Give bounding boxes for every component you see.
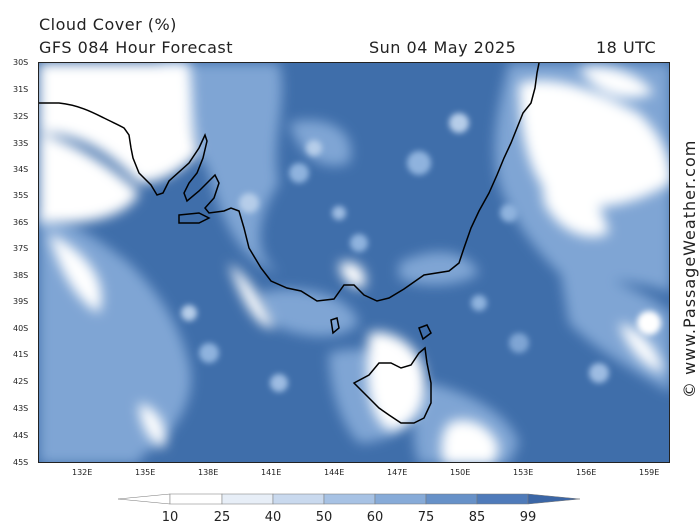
legend-bar	[117, 493, 581, 505]
legend-tick: 40	[264, 510, 282, 525]
lon-label: 159E	[639, 468, 660, 477]
lat-label: 38S	[13, 271, 29, 280]
legend-tick: 10	[161, 510, 179, 525]
lon-label: 153E	[513, 468, 534, 477]
cloud-texture	[181, 113, 661, 392]
lat-label: 37S	[13, 244, 29, 253]
legend-swatch	[425, 493, 478, 505]
lat-label: 35S	[13, 191, 29, 200]
lat-label: 30S	[13, 58, 29, 67]
lat-label: 40S	[13, 324, 29, 333]
lat-label: 43S	[13, 404, 29, 413]
watermark-text: © www.PassageWeather.com	[680, 139, 699, 398]
forecast-time: 18 UTC	[596, 38, 657, 57]
forecast-subtitle: GFS 084 Hour Forecast	[39, 38, 234, 57]
legend-tick: 60	[366, 510, 384, 525]
legend-tick: 50	[315, 510, 333, 525]
legend-tick: 99	[519, 510, 537, 525]
legend-swatch	[374, 493, 427, 505]
legend-swatch	[221, 493, 274, 505]
lat-label: 44S	[13, 431, 29, 440]
legend-swatch	[272, 493, 325, 505]
lon-label: 147E	[387, 468, 408, 477]
lat-label: 31S	[13, 85, 29, 94]
legend-tick: 25	[213, 510, 231, 525]
cloud-high-layer	[39, 63, 669, 462]
map-canvas	[39, 63, 669, 462]
lat-label: 39S	[13, 297, 29, 306]
chart-title: Cloud Cover (%)	[39, 15, 177, 34]
legend-swatch	[476, 493, 529, 505]
lon-label: 141E	[261, 468, 282, 477]
lon-label: 132E	[72, 468, 93, 477]
lon-label: 144E	[324, 468, 345, 477]
lon-label: 150E	[450, 468, 471, 477]
legend-swatch	[169, 493, 223, 505]
lon-label: 156E	[576, 468, 597, 477]
lat-label: 36S	[13, 218, 29, 227]
lat-label: 32S	[13, 112, 29, 121]
legend-arrow-left	[117, 493, 171, 505]
coastline	[39, 63, 540, 424]
lon-label: 135E	[135, 468, 156, 477]
lat-label: 45S	[13, 458, 29, 467]
lat-label: 34S	[13, 165, 29, 174]
lat-label: 42S	[13, 377, 29, 386]
legend-tick: 85	[468, 510, 486, 525]
forecast-date: Sun 04 May 2025	[369, 38, 517, 57]
lat-label: 41S	[13, 350, 29, 359]
legend-swatch	[323, 493, 376, 505]
legend-arrow-right	[527, 493, 581, 505]
lat-label: 33S	[13, 139, 29, 148]
lon-label: 138E	[198, 468, 219, 477]
cloud-cover-map	[38, 62, 670, 463]
legend-tick: 75	[417, 510, 435, 525]
